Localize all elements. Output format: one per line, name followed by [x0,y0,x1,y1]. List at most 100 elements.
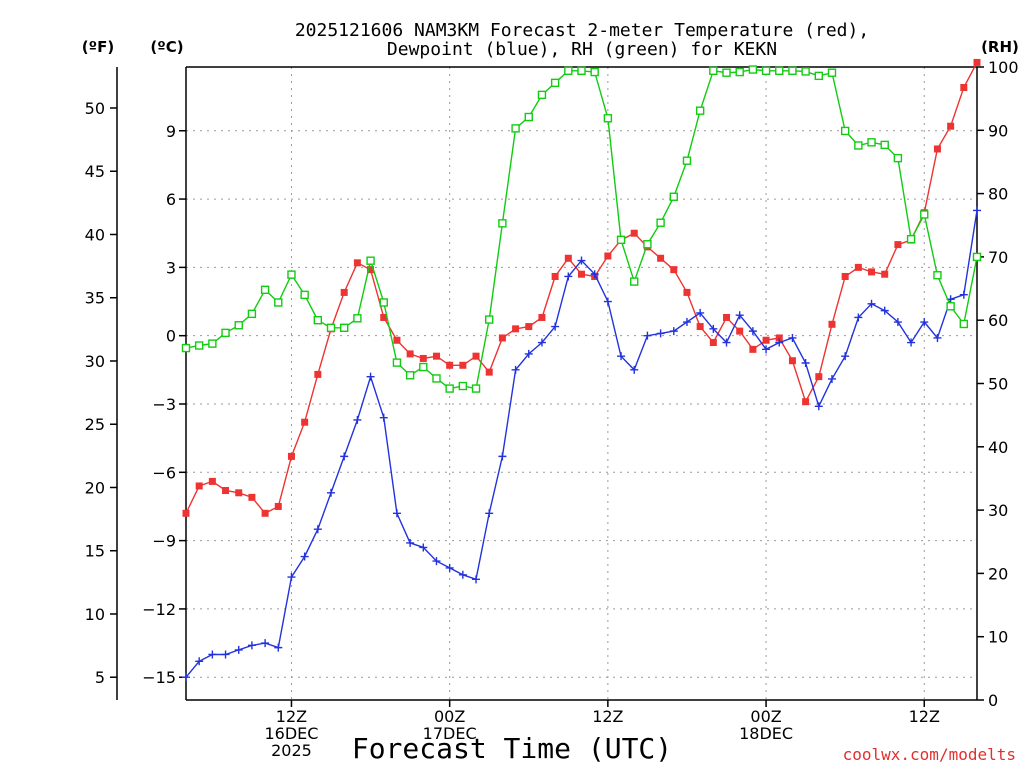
data-point [617,352,626,361]
data-point [841,352,850,361]
rh-tick-label: 70 [988,248,1008,267]
fahrenheit-tick-label: 10 [85,605,105,624]
data-point [933,145,941,153]
data-point [920,210,929,219]
data-point [208,477,216,485]
data-point [814,402,823,411]
data-point [775,334,783,342]
data-point [419,354,427,362]
data-point [287,270,296,279]
data-point [234,645,243,654]
data-point [630,365,639,374]
data-point [300,290,309,300]
data-point [393,336,401,344]
data-point [643,240,652,249]
data-point [709,339,717,347]
data-point [261,639,270,648]
data-point [761,66,771,75]
rh-tick-label: 0 [988,691,998,710]
data-point [669,327,678,336]
data-point [274,502,282,510]
celsius-tick-label: −3 [152,395,176,414]
data-point [300,552,309,561]
data-point [247,309,257,319]
data-point [827,374,836,383]
data-point [959,319,969,329]
x-tick-label: 00Z [750,707,781,726]
gridlines [186,67,977,700]
data-series [181,58,982,682]
data-point [880,140,889,150]
data-point [498,452,507,461]
data-point [577,66,586,75]
credit-link[interactable]: coolwx.com/modelts [843,745,1016,764]
data-point [274,298,283,307]
rh-tick-label: 40 [988,438,1008,457]
rh-tick-label: 30 [988,501,1008,520]
data-point [392,509,401,518]
data-point [973,58,981,66]
data-point [854,313,863,322]
data-point [788,66,797,75]
data-point [406,538,415,547]
data-point [603,114,613,123]
celsius-tick-label: −15 [142,668,176,687]
data-point [260,285,270,295]
data-point [551,272,559,280]
data-point [235,489,243,497]
data-point [432,352,440,360]
fahrenheit-tick-label: 30 [85,352,105,371]
data-point [181,343,191,353]
data-point [867,138,876,147]
data-point [485,368,493,376]
data-point [367,266,375,274]
data-point [406,350,414,358]
data-point [748,327,757,336]
rh-axis-unit: (RH) [981,38,1019,56]
data-point [221,328,230,338]
data-point [340,288,348,296]
data-point [537,90,547,100]
data-point [814,71,823,81]
data-point [840,126,850,136]
data-point [947,122,955,130]
data-point [578,270,585,278]
data-point [959,290,968,299]
data-point [472,575,481,584]
x-axis-title: Forecast Time (UTC) [352,732,672,765]
data-point [695,106,705,115]
data-point [511,365,520,374]
data-point [735,311,744,320]
data-point [234,321,243,330]
data-point [670,266,678,274]
data-point [485,315,494,324]
data-point [683,288,691,296]
data-point [182,509,190,517]
data-point [946,302,955,311]
data-point [287,573,296,582]
data-point [972,252,982,262]
data-point [353,415,362,424]
rh-tick-label: 10 [988,628,1008,647]
data-point [432,374,441,383]
data-point [854,141,863,150]
data-point [550,78,560,88]
x-tick-label: 00Z [434,707,465,726]
data-point [657,254,665,262]
data-point [815,373,823,381]
x-tick-label: 2025 [271,741,312,760]
data-point [696,308,705,317]
fahrenheit-tick-label: 35 [85,289,105,308]
data-point [195,657,204,666]
data-point [458,381,468,391]
data-point [775,338,784,347]
data-point [471,384,481,393]
data-point [208,650,217,659]
celsius-tick-label: 0 [166,327,176,346]
data-point [313,316,323,325]
data-point [446,361,454,369]
celsius-tick-label: −6 [152,463,176,482]
data-point [445,563,454,572]
series-dewpoint [182,206,981,682]
